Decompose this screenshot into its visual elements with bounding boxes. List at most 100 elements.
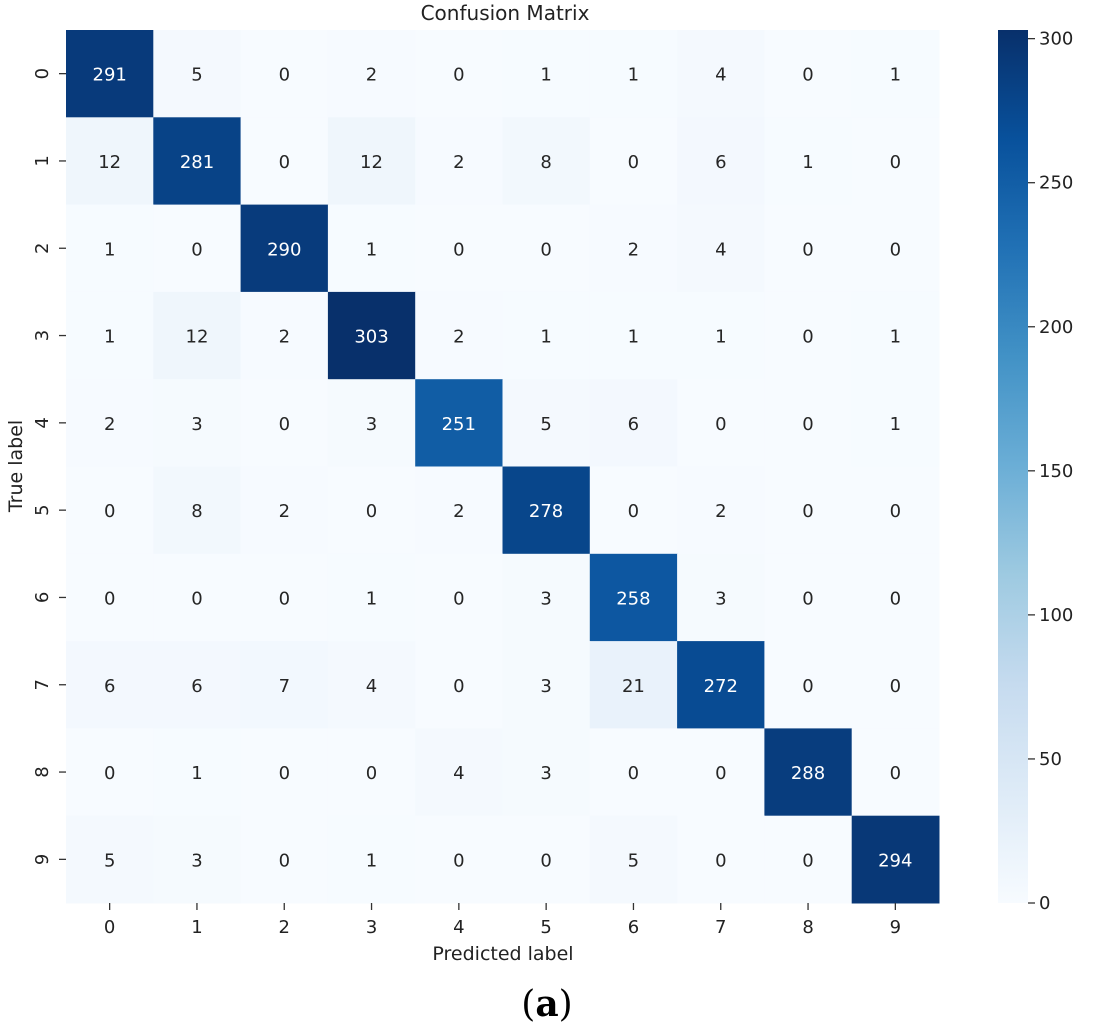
cell-r8-c9 [851, 728, 940, 817]
cell-r6-c0 [66, 553, 154, 642]
cell-r1-c4 [415, 117, 503, 206]
cell-value-r8-c0: 0 [104, 763, 115, 784]
cell-r4-c8 [764, 379, 853, 467]
cell-value-r3-c4: 2 [453, 327, 464, 348]
cell-r0-c6 [589, 30, 678, 118]
cell-value-r4-c5: 5 [540, 414, 551, 435]
cell-value-r1-c5: 8 [540, 152, 551, 173]
cell-r7-c1 [153, 641, 242, 729]
cell-value-r5-c9: 0 [890, 501, 901, 522]
cell-r3-c7 [677, 291, 765, 380]
cell-r9-c2 [240, 815, 329, 904]
cell-value-r0-c6: 1 [628, 65, 639, 86]
y-tick-label-2: 2 [32, 243, 53, 254]
cell-value-r2-c0: 1 [104, 239, 115, 260]
cell-r7-c5 [502, 641, 591, 729]
cell-r6-c6 [589, 553, 678, 642]
cell-r5-c7 [677, 466, 765, 555]
cell-value-r3-c5: 1 [540, 327, 551, 348]
cell-value-r6-c4: 0 [453, 588, 464, 609]
y-axis-ticks: 0 1 2 3 4 5 6 7 8 9 [32, 68, 66, 865]
cell-r0-c3 [327, 30, 416, 118]
x-tick-label-1: 1 [191, 917, 202, 938]
cell-value-r4-c2: 0 [279, 414, 290, 435]
cell-r0-c7 [677, 30, 765, 118]
cell-value-r0-c9: 1 [890, 65, 901, 86]
cell-r8-c6 [589, 728, 678, 817]
chart-title: Confusion Matrix [421, 1, 590, 25]
cell-value-r4-c9: 1 [890, 414, 901, 435]
cell-value-r9-c3: 1 [366, 850, 377, 871]
cell-value-r7-c4: 0 [453, 676, 464, 697]
cell-value-r3-c9: 1 [890, 327, 901, 348]
cell-value-r6-c6: 258 [616, 588, 650, 609]
cell-value-r0-c3: 2 [366, 65, 377, 86]
cell-r1-c1 [153, 117, 242, 206]
x-tick-label-8: 8 [802, 917, 813, 938]
cell-value-r9-c4: 0 [453, 850, 464, 871]
cell-r5-c9 [851, 466, 940, 555]
cell-value-r3-c2: 2 [279, 327, 290, 348]
cell-r4-c5 [502, 379, 591, 467]
cell-r9-c1 [153, 815, 242, 904]
cell-r8-c4 [415, 728, 503, 817]
cell-value-r9-c9: 294 [878, 850, 912, 871]
cell-r8-c0 [66, 728, 154, 817]
cell-value-r9-c8: 0 [802, 850, 813, 871]
cell-r2-c6 [589, 204, 678, 293]
cell-r1-c8 [764, 117, 853, 206]
cell-value-r1-c1: 281 [180, 152, 214, 173]
cell-r5-c6 [589, 466, 678, 555]
cell-value-r3-c6: 1 [628, 327, 639, 348]
cell-value-r9-c5: 0 [540, 850, 551, 871]
colorbar-tick-label-250: 250 [1039, 173, 1073, 194]
cell-value-r1-c8: 1 [802, 152, 813, 173]
cell-value-r3-c3: 303 [354, 327, 388, 348]
cell-value-r4-c8: 0 [802, 414, 813, 435]
cell-value-r4-c6: 6 [628, 414, 639, 435]
colorbar [998, 30, 1028, 903]
cell-value-r7-c7: 272 [704, 676, 738, 697]
cell-value-r2-c8: 0 [802, 239, 813, 260]
cell-value-r9-c0: 5 [104, 850, 115, 871]
cell-r6-c4 [415, 553, 503, 642]
cell-r7-c3 [327, 641, 416, 729]
cell-r5-c8 [764, 466, 853, 555]
cell-value-r0-c8: 0 [802, 65, 813, 86]
cell-r2-c8 [764, 204, 853, 293]
cell-r7-c9 [851, 641, 940, 729]
colorbar-tick-label-150: 150 [1039, 461, 1073, 482]
cell-r7-c2 [240, 641, 329, 729]
cell-value-r8-c4: 4 [453, 763, 464, 784]
y-tick-label-4: 4 [32, 417, 53, 428]
cell-r9-c9 [851, 815, 940, 904]
cell-r9-c5 [502, 815, 591, 904]
cell-r1-c2 [240, 117, 329, 206]
cell-value-r1-c0: 12 [98, 152, 121, 173]
x-tick-label-5: 5 [540, 917, 551, 938]
cell-value-r0-c7: 4 [715, 65, 726, 86]
cell-value-r3-c7: 1 [715, 327, 726, 348]
y-tick-label-5: 5 [32, 504, 53, 515]
cell-value-r8-c1: 1 [191, 763, 202, 784]
cell-r7-c7 [677, 641, 765, 729]
cell-r9-c8 [764, 815, 853, 904]
x-tick-label-0: 0 [104, 917, 115, 938]
cell-value-r1-c4: 2 [453, 152, 464, 173]
cell-r0-c2 [240, 30, 329, 118]
cell-value-r5-c7: 2 [715, 501, 726, 522]
cell-r0-c9 [851, 30, 940, 118]
cell-value-r6-c5: 3 [540, 588, 551, 609]
cell-r5-c0 [66, 466, 154, 555]
colorbar-tick-label-50: 50 [1039, 749, 1062, 770]
y-tick-label-6: 6 [32, 592, 53, 603]
cell-value-r7-c1: 6 [191, 676, 202, 697]
x-tick-label-7: 7 [715, 917, 726, 938]
cell-value-r2-c6: 2 [628, 239, 639, 260]
cell-value-r2-c2: 290 [267, 239, 301, 260]
cell-value-r6-c9: 0 [890, 588, 901, 609]
cell-value-r1-c9: 0 [890, 152, 901, 173]
x-tick-label-4: 4 [453, 917, 464, 938]
cell-value-r3-c0: 1 [104, 327, 115, 348]
